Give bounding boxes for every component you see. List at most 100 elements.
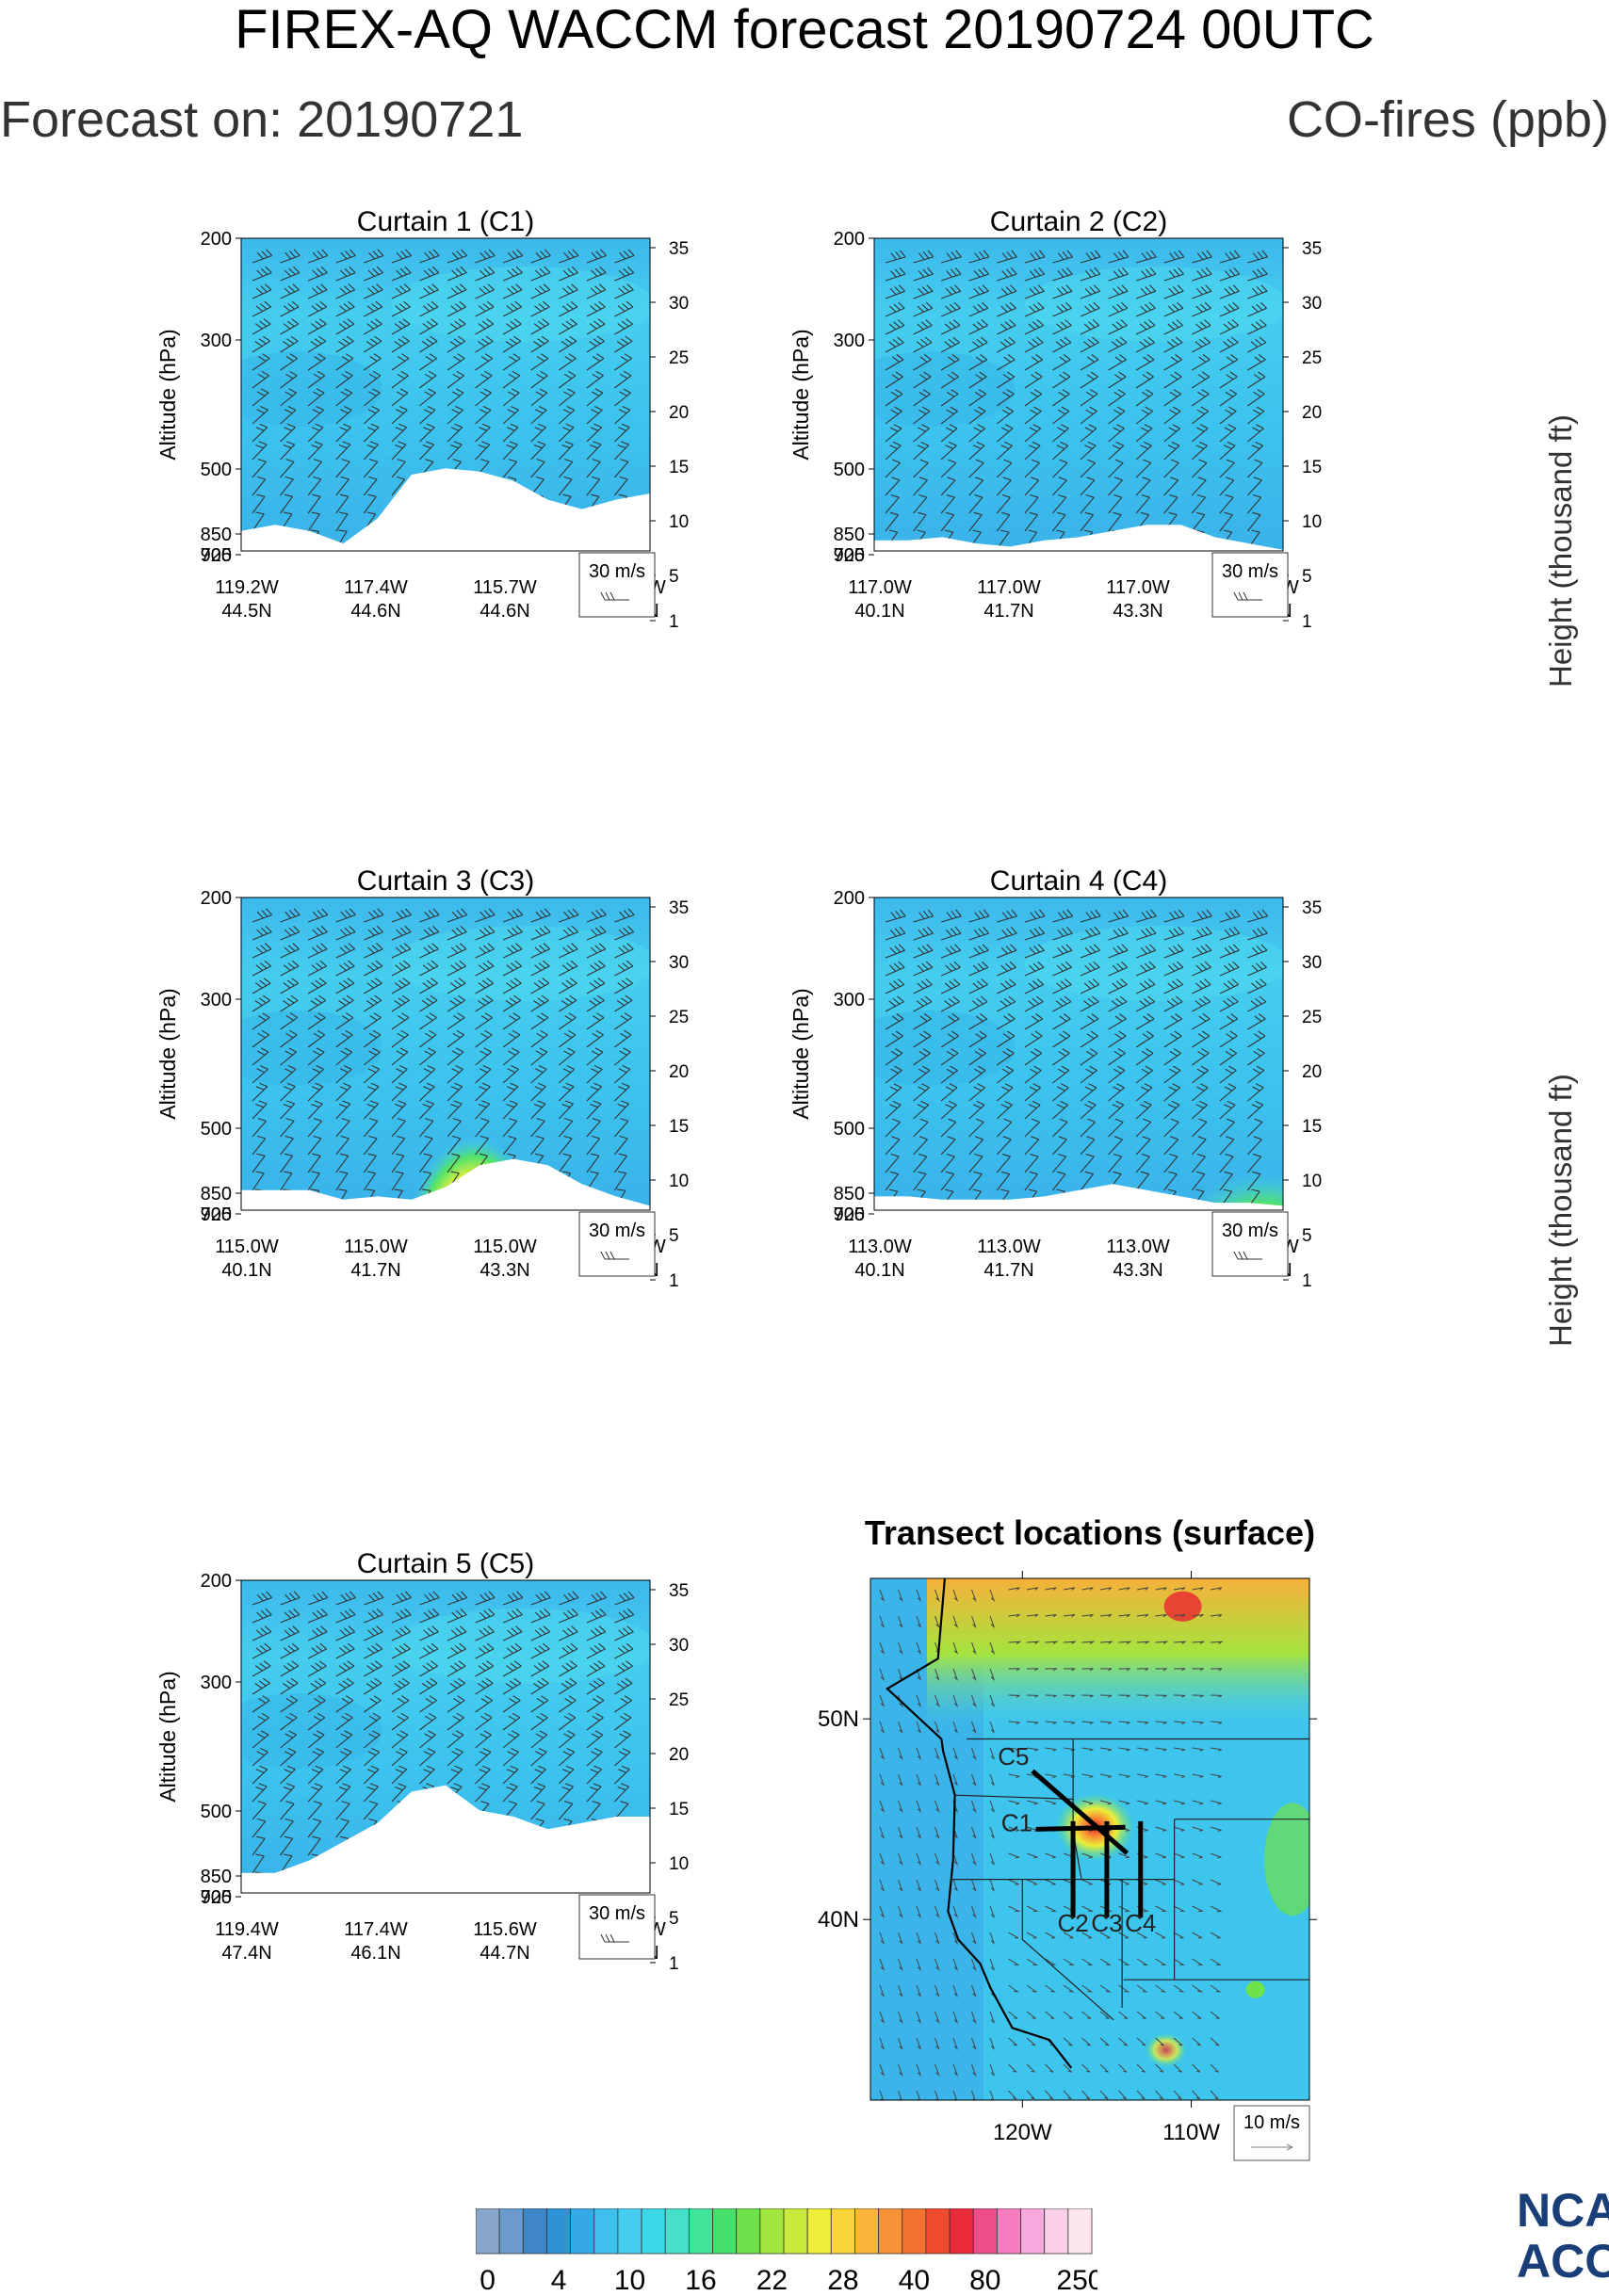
lat-tick-label: 40N [818, 1907, 859, 1932]
height-tick-label: 30 [1302, 953, 1322, 973]
pressure-tick-label: 300 [834, 331, 865, 351]
x-tick-lat: 44.6N [479, 601, 529, 622]
x-tick-lat: 40.1N [854, 601, 904, 622]
height-tick-label: 15 [1302, 458, 1322, 477]
colorbar-swatch [593, 2208, 619, 2255]
height-tick-label: 30 [669, 1636, 689, 1656]
pressure-tick-label: 700 [834, 1205, 865, 1225]
wind-barbs [885, 909, 1269, 1209]
colorbar-swatch [972, 2208, 998, 2255]
pressure-tick-label: 700 [834, 545, 865, 566]
height-tick-label: 20 [669, 403, 689, 423]
x-tick-lon: 113.0W [848, 1237, 912, 1257]
pressure-tick-label: 850 [201, 1867, 232, 1887]
field-label: CO-fires (ppb) [1286, 91, 1609, 148]
height-tick-label: 15 [669, 1800, 689, 1819]
state-border [1021, 1879, 1114, 2021]
colorbar-swatch [902, 2208, 927, 2255]
terrain-mask [874, 1184, 1283, 1210]
height-tick-label: 25 [1302, 348, 1322, 368]
x-tick-lon: 117.0W [848, 577, 912, 598]
pressure-tick-label: 200 [201, 1571, 232, 1592]
colorbar-swatch [736, 2208, 761, 2255]
x-tick-lat: 43.3N [479, 1260, 529, 1281]
forecast-date: Forecast on: 20190721 [0, 91, 524, 148]
height-tick-label: 25 [1302, 1008, 1322, 1027]
terrain-mask [241, 468, 650, 551]
height-tick-label: 10 [1302, 512, 1322, 532]
pressure-tick-label: 925 [201, 1205, 232, 1225]
height-tick-label: 10 [669, 1172, 689, 1191]
colorbar-swatch [476, 2208, 500, 2255]
wind-key-label: 30 m/s [1222, 1221, 1278, 1241]
y-axis-label: Altitude (hPa) [788, 988, 813, 1119]
wind-key [578, 1211, 656, 1277]
height-tick-label: 10 [669, 512, 689, 532]
colorbar-swatch [1067, 2208, 1093, 2255]
transect-line [1035, 1824, 1126, 1832]
colorbar-swatch [783, 2208, 808, 2255]
northern-fire-band [927, 1578, 1309, 1729]
colorbar-swatch [759, 2208, 785, 2255]
pressure-tick-label: 850 [201, 1184, 232, 1205]
y-axis-label: Altitude (hPa) [155, 329, 180, 460]
x-tick-lat: 44.7N [479, 1943, 529, 1964]
height-tick-label: 1 [669, 1954, 679, 1974]
ncar-logo: NCA ACO [1517, 2185, 1609, 2287]
height-tick-label: 35 [1302, 239, 1322, 259]
transect-line [1031, 1769, 1130, 1855]
height-tick-label: 15 [669, 1117, 689, 1137]
map-wind-key [1233, 2105, 1310, 2161]
height-tick-label: 35 [669, 239, 689, 259]
height-tick-label: 20 [1302, 1062, 1322, 1082]
colorbar-swatch [546, 2208, 572, 2255]
x-tick-lat: 44.5N [221, 601, 271, 622]
colorbar-swatch [712, 2208, 738, 2255]
wind-key-label: 30 m/s [589, 1903, 645, 1924]
x-tick-lon: 117.0W [977, 577, 1041, 598]
colorbar-tick-label: 22 [756, 2265, 788, 2296]
height-tick-label: 30 [669, 294, 689, 314]
height-tick-label: 20 [1302, 403, 1322, 423]
transect-label: C1 [1001, 1808, 1032, 1836]
lat-tick-label: 50N [818, 1706, 859, 1732]
colorbar-tick-label: 80 [969, 2265, 1000, 2296]
height-tick-label: 15 [1302, 1117, 1322, 1137]
pressure-tick-label: 850 [834, 525, 865, 545]
x-tick-lat: 41.7N [350, 1260, 400, 1281]
height-tick-label: 5 [669, 1226, 679, 1246]
height-tick-label: 1 [669, 612, 679, 632]
pressure-tick-label: 925 [834, 1205, 865, 1225]
height-tick-label: 25 [669, 348, 689, 368]
curtain-title: Curtain 4 (C4) [990, 865, 1167, 897]
x-tick-lon: 119.2W [215, 577, 279, 598]
pressure-tick-label: 500 [834, 460, 865, 480]
colorbar-swatch [996, 2208, 1021, 2255]
x-tick-lon: 113.0W [977, 1237, 1041, 1257]
plot-frame [240, 897, 651, 1211]
x-tick-lon: 115.0W [473, 1237, 537, 1257]
plot-frame [240, 1579, 651, 1894]
transect-map-chart: Transect locations (surface) C5 C1 C2 C3 C4 50… [818, 1513, 1317, 2161]
colorbar-tick-label: 28 [827, 2265, 858, 2296]
lon-tick-label: 110W [1162, 2120, 1220, 2145]
curtain-field [874, 238, 1283, 551]
coastline [886, 1578, 1073, 2069]
plot-frame [873, 897, 1284, 1211]
logo-line-1: NCA [1517, 2185, 1609, 2237]
colorbar-swatch [878, 2208, 903, 2255]
height-tick-label: 5 [1302, 1226, 1312, 1246]
height-tick-label: 35 [669, 1581, 689, 1601]
height-tick-label: 10 [1302, 1172, 1322, 1191]
height-tick-label: 5 [1302, 567, 1312, 587]
y-axis-label: Altitude (hPa) [155, 988, 180, 1119]
pressure-tick-label: 700 [201, 545, 232, 566]
transect-label: C4 [1125, 1909, 1156, 1937]
height-tick-label: 1 [1302, 1271, 1312, 1291]
transect-label: C2 [1057, 1909, 1088, 1937]
transect-label: C5 [998, 1742, 1029, 1771]
x-tick-lon: 117.4W [344, 1919, 408, 1940]
co-plume [1184, 1172, 1283, 1210]
